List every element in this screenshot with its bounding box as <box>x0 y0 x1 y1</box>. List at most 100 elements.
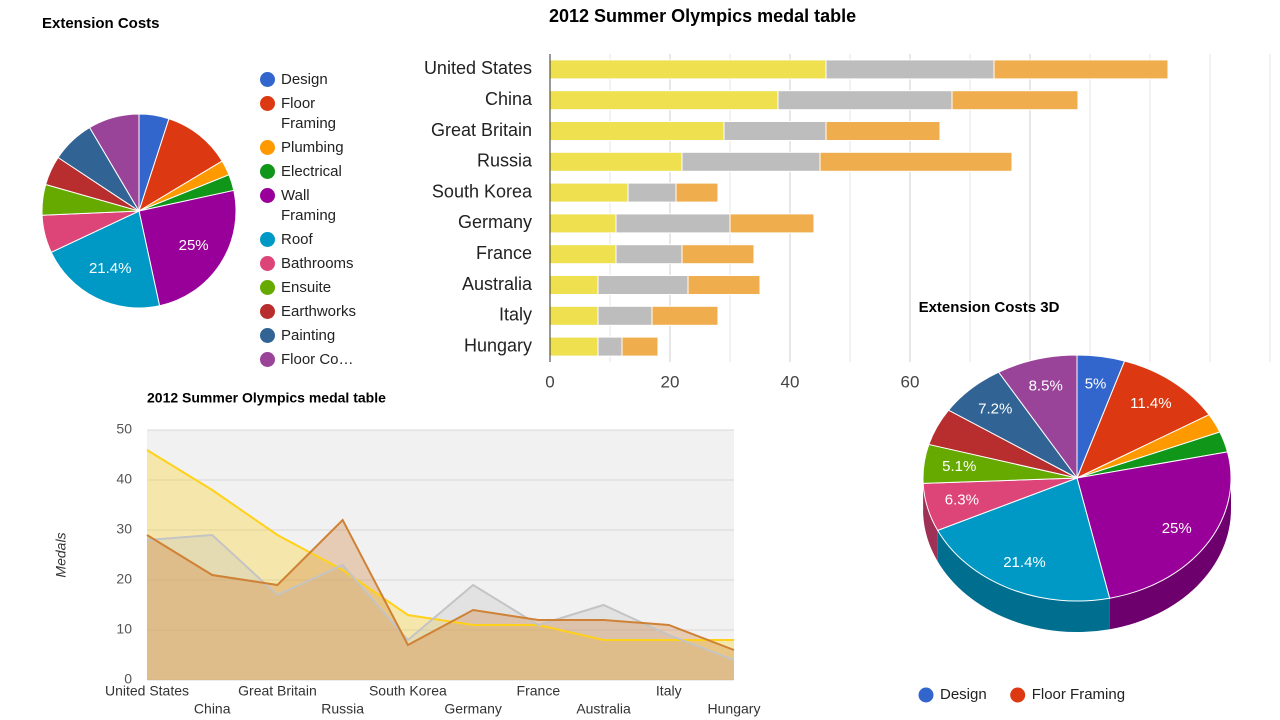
bar <box>549 305 599 326</box>
x-tick-label: Australia <box>576 701 631 717</box>
legend-swatch <box>260 140 275 155</box>
slice <box>1076 451 1232 599</box>
legend-swatch <box>260 352 275 367</box>
x-tick-label: Hungary <box>708 701 761 717</box>
legend-swatch <box>260 280 275 295</box>
legend-item: Wall Framing <box>260 186 361 226</box>
legend-swatch <box>260 96 275 111</box>
bar <box>825 59 995 80</box>
plot-background <box>147 430 734 680</box>
y-axis-label: Medals <box>53 532 69 577</box>
bar <box>651 305 719 326</box>
y-tick-label: Germany <box>458 212 532 232</box>
area <box>147 450 734 680</box>
legend-item: Electrical <box>260 162 361 182</box>
x-tick-label: South Korea <box>369 683 447 699</box>
line <box>146 449 734 641</box>
legend-label: Roof <box>281 231 313 248</box>
legend-label: Design <box>940 686 987 703</box>
legend-swatch <box>260 304 275 319</box>
y-tick-label: 10 <box>116 621 132 637</box>
x-tick-label: Germany <box>444 701 502 717</box>
bar <box>993 59 1169 80</box>
y-tick-label: 0 <box>124 671 132 687</box>
bar <box>549 90 779 111</box>
slice-label: 21.4% <box>1003 554 1046 571</box>
legend-label: Bathrooms <box>281 255 354 272</box>
bar <box>951 90 1079 111</box>
slice <box>88 113 140 213</box>
legend-swatch <box>1010 687 1026 703</box>
bar <box>819 151 1013 172</box>
chart-title: Extension Costs 3D <box>919 299 1060 316</box>
x-tick-label: Russia <box>321 701 364 717</box>
legend-item: Floor Co… <box>260 350 361 370</box>
line <box>146 533 735 661</box>
legend-item: Ensuite <box>260 278 361 298</box>
y-tick-label: China <box>485 89 533 109</box>
legend-label: Earthworks <box>281 303 357 320</box>
legend-swatch <box>260 164 275 179</box>
slice <box>1076 360 1210 480</box>
slice-label: 11.4% <box>1130 395 1171 412</box>
slice-label: 25% <box>179 237 209 254</box>
bar <box>549 151 683 172</box>
y-tick-label: France <box>476 243 532 263</box>
slice-side <box>937 530 1110 632</box>
legend-swatch <box>918 687 934 703</box>
bar <box>627 182 677 203</box>
slice-label: 7.2% <box>978 400 1012 417</box>
y-tick-label: South Korea <box>432 181 533 201</box>
legend-label: Wall Framing <box>281 187 337 224</box>
bar <box>549 336 599 357</box>
legend-item: Bathrooms <box>260 254 361 274</box>
bar <box>723 121 827 141</box>
legend-swatch <box>260 328 275 343</box>
slice-side <box>923 483 938 562</box>
line <box>146 518 735 651</box>
legend-swatch <box>260 232 275 247</box>
bar <box>729 213 815 234</box>
legend-item: Painting <box>260 326 361 346</box>
bar <box>549 182 629 203</box>
chart-title: 2012 Summer Olympics medal table <box>549 6 856 26</box>
legend-label: Painting <box>281 327 336 344</box>
legend-label: Floor Co… <box>281 351 354 368</box>
legend-label: Plumbing <box>281 139 344 156</box>
slice <box>50 210 161 309</box>
legend-item: Plumbing <box>260 138 361 158</box>
x-tick-label: 40 <box>781 372 800 391</box>
chart-title: Extension Costs <box>42 15 160 32</box>
bar <box>549 59 827 80</box>
slice-label: 25% <box>1162 520 1192 537</box>
bar <box>681 244 755 265</box>
slice-label: 6.3% <box>945 492 979 509</box>
x-tick-label: 20 <box>661 372 680 391</box>
legend-swatch <box>260 188 275 203</box>
slice <box>138 189 237 307</box>
area <box>147 535 734 680</box>
legend-swatch <box>260 72 275 87</box>
slice <box>138 118 223 213</box>
y-tick-label: Italy <box>499 305 532 325</box>
y-tick-label: Hungary <box>464 335 532 355</box>
legend: Design Floor Framing Plumbing Electrical Wal… <box>260 70 361 370</box>
legend-label: Floor Framing <box>281 95 337 132</box>
chart-title: 2012 Summer Olympics medal table <box>147 390 386 406</box>
bar <box>549 213 617 234</box>
pie: 25% 21.4% <box>41 113 237 309</box>
y-tick-label: 30 <box>116 521 132 537</box>
y-tick-label: 50 <box>116 421 132 437</box>
bar <box>597 275 689 295</box>
legend-label: Electrical <box>281 163 342 180</box>
slice-side <box>1109 478 1231 630</box>
x-tick-label: China <box>194 701 231 717</box>
x-tick-label: United States <box>105 683 189 699</box>
legend-item: Design <box>260 70 361 90</box>
legend-swatch <box>260 256 275 271</box>
x-tick-label: 60 <box>901 372 920 391</box>
x-tick-label: France <box>517 683 561 699</box>
x-tick-label: Great Britain <box>238 683 317 699</box>
legend-item: Roof <box>260 230 361 250</box>
bar <box>615 244 683 265</box>
